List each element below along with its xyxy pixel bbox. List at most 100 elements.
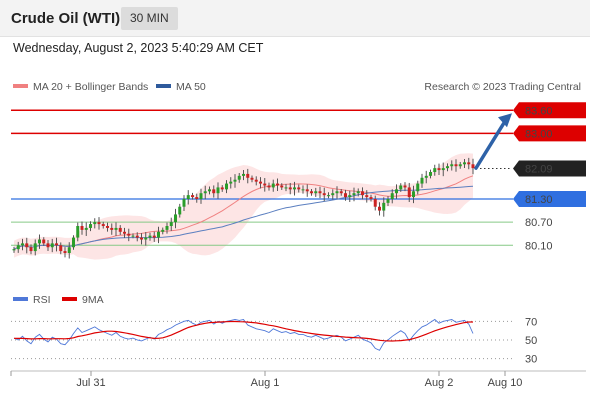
candle-body [356,191,360,194]
candle-body [114,227,118,230]
candle-body [318,191,322,194]
candle-body [55,243,58,246]
level-tag-82-09: 82.09 [513,160,586,177]
candle-body [297,187,301,190]
candle-body [293,187,296,190]
candle-body [373,199,377,207]
candle-body [237,175,241,180]
level-label-81-30: 81.30 [525,194,553,206]
candle-body [199,193,203,200]
level-tag-bg-83-60 [513,102,586,119]
legend-label-9ma: 9MA [82,294,104,306]
candle-body [46,243,50,248]
candle-body [110,227,114,230]
x-tick-label: Aug 1 [251,377,280,389]
candle-body [433,168,437,172]
candles-group [12,157,475,259]
candle-body [314,191,318,194]
candle-body [25,243,29,248]
candle-body [161,229,165,232]
candle-body [250,177,254,180]
legend-label-ma20: MA 20 + Bollinger Bands [33,81,148,93]
candle-body [101,224,105,227]
candle-body [352,193,356,196]
candle-body [348,195,352,198]
level-tag-83-00: 83.00 [513,125,586,142]
candle-body [152,235,156,238]
candle-body [301,189,305,191]
level-tag-83-60: 83.60 [513,102,586,119]
candle-body [322,193,326,196]
candle-body [42,239,46,244]
attribution-text: Research © 2023 Trading Central [424,81,581,93]
candle-body [33,243,37,252]
candle-body [72,237,75,248]
level-label-82-09: 82.09 [525,164,553,176]
candle-body [84,227,88,230]
candle-body [89,224,92,228]
candle-body [118,227,122,232]
legend-swatch-9ma [62,297,77,301]
candle-body [441,168,445,171]
candle-body [399,185,403,190]
candle-body [229,181,233,184]
candle-body [467,162,471,165]
candle-body [131,235,135,237]
candle-body [390,193,394,200]
candle-body [16,245,20,250]
forecast-arrow-head [498,113,512,128]
candle-body [437,168,441,171]
candle-body [446,166,449,169]
candle-body [76,226,80,238]
candle-body [50,243,54,248]
candle-body [267,185,271,188]
candle-body [361,191,364,196]
candle-body [407,187,411,198]
candle-body [339,191,343,194]
candle-body [386,199,390,203]
series-line-rsi [13,318,474,351]
candle-body [80,226,84,230]
rsi-tick-50: 50 [525,335,537,347]
level-label-80-70: 80.70 [525,217,553,229]
candle-body [259,181,262,184]
candle-body [335,191,339,194]
legend-swatch-ma20 [13,84,28,88]
candle-body [331,193,335,196]
candle-body [127,233,131,236]
candle-body [148,235,152,238]
candle-body [429,171,432,176]
candle-body [135,235,139,238]
candle-body [242,173,245,176]
candle-body [463,162,466,165]
candle-body [216,187,220,194]
candle-body [93,222,97,225]
candle-body [12,249,16,251]
candle-body [369,197,373,200]
legend-swatch-ma50 [156,84,171,88]
candle-body [220,187,224,190]
candle-body [365,195,369,198]
candle-body [288,187,292,190]
candle-body [29,247,33,252]
candle-body [403,185,407,188]
candle-body [305,189,309,192]
candle-body [420,177,424,184]
candle-body [195,197,199,200]
candle-body [67,247,71,254]
candle-body [471,164,475,169]
timeframe-badge[interactable]: 30 MIN [121,7,178,30]
candle-body [344,193,347,198]
candle-body [63,251,67,254]
candle-body [97,222,101,225]
candle-body [254,179,258,182]
candle-body [454,164,458,167]
candle-body [174,214,177,223]
candle-body [416,183,420,192]
candle-body [271,183,275,188]
instrument-title: Crude Oil (WTI) [11,10,121,27]
candle-body [424,175,428,178]
candle-body [263,183,267,186]
forecast-arrow-line [474,119,507,170]
